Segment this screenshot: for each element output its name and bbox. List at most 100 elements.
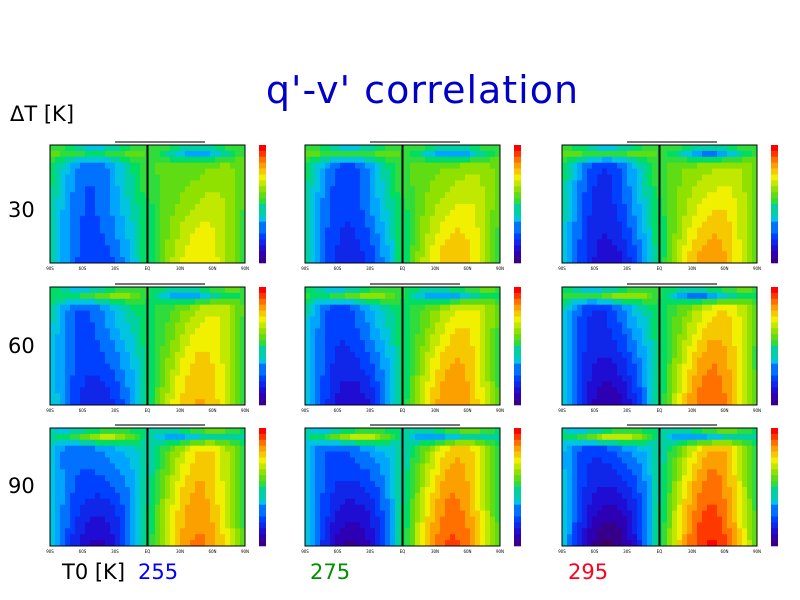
heatmap-cell [702,328,708,335]
colorbar-segment [771,168,778,175]
heatmap-cell [495,209,501,217]
heatmap-cell [562,387,568,394]
heatmap-cell [582,245,588,252]
heatmap-cell [195,387,201,394]
heatmap-cell [210,198,216,205]
heatmap-cell [185,145,191,152]
heatmap-cell [677,209,683,217]
heatmap-cell [360,168,366,175]
heatmap-cell [100,251,106,258]
heatmap-cell [445,156,451,164]
colorbar-segment [259,156,266,163]
heatmap-cell [175,198,181,205]
heatmap-cell [325,310,331,317]
heatmap-cell [75,162,81,170]
heatmap-cell [627,204,633,211]
heatmap-cell [170,204,176,211]
heatmap-cell [702,375,708,382]
colorbar-segment [259,292,266,300]
heatmap-cell [642,215,648,223]
heatmap-cell [385,209,391,217]
heatmap-cell [617,304,623,312]
heatmap-cell [435,257,441,264]
heatmap-cell [572,192,578,199]
heatmap-cell [672,387,678,394]
heatmap-cell [627,316,633,323]
heatmap-cell [190,334,196,341]
heatmap-cell [75,156,81,164]
heatmap-cell [65,215,71,223]
heatmap-cell [490,298,496,306]
heatmap-cell [495,292,501,300]
heatmap-cell [190,316,196,323]
heatmap-cell [135,150,141,158]
heatmap-cell [405,192,411,199]
heatmap-cell [672,192,678,199]
heatmap-cell [240,150,246,158]
heatmap-cell [205,227,211,234]
heatmap-cell [55,239,61,246]
heatmap-cell [420,375,426,382]
heatmap-cell [450,245,456,252]
colorbar-segment [514,346,521,353]
heatmap-cell [415,363,421,371]
heatmap-cell [737,292,743,300]
heatmap-cell [195,174,201,181]
heatmap-cell [90,209,96,217]
heatmap-cell [667,351,673,359]
heatmap-cell [225,204,231,211]
heatmap-cell [340,215,346,223]
heatmap-cell [105,399,111,406]
heatmap-cell [420,334,426,341]
heatmap-cell [470,399,476,406]
heatmap-cell [677,387,683,394]
heatmap-cell [632,180,638,187]
heatmap-cell [335,334,341,341]
heatmap-cell [220,375,226,382]
heatmap-cell [622,334,628,341]
heatmap-cell [485,375,491,382]
heatmap-cell [190,393,196,400]
heatmap-cell [455,150,461,158]
heatmap-cell [125,369,131,376]
heatmap-cell [602,145,608,152]
heatmap-cell [727,287,733,294]
heatmap-cell [170,381,176,388]
heatmap-cell [205,145,211,152]
heatmap-cell [370,357,376,365]
heatmap-cell [562,351,568,359]
heatmap-cell [390,150,396,158]
heatmap-cell [190,399,196,406]
heatmap-cell [160,363,166,371]
heatmap-cell [662,363,668,371]
heatmap-cell [475,375,481,382]
heatmap-cell [75,292,81,300]
heatmap-cell [370,298,376,306]
heatmap-cell [582,393,588,400]
heatmap-cell [652,162,658,170]
heatmap-cell [385,204,391,211]
heatmap-cell [652,328,658,335]
heatmap-cell [90,168,96,175]
heatmap-cell [667,186,673,193]
heatmap-cell [682,257,688,264]
heatmap-cell [752,316,758,323]
heatmap-cell [425,239,431,246]
heatmap-cell [325,156,331,164]
heatmap-cell [65,334,71,341]
x-tick-label: 30N [688,266,696,271]
heatmap-cell [130,399,136,406]
colorbar-segment [259,387,266,394]
heatmap-cell [380,292,386,300]
colorbar-segment [259,192,266,199]
x-tick-label: 60S [79,266,87,271]
heatmap-cell [622,180,628,187]
heatmap-cell [125,233,131,240]
colorbar-segment [259,287,266,294]
heatmap-cell [435,209,441,217]
heatmap-cell [732,292,738,300]
heatmap-cell [125,239,131,246]
heatmap-cell [465,387,471,394]
heatmap-cell [85,192,91,199]
heatmap-cell [50,340,56,347]
